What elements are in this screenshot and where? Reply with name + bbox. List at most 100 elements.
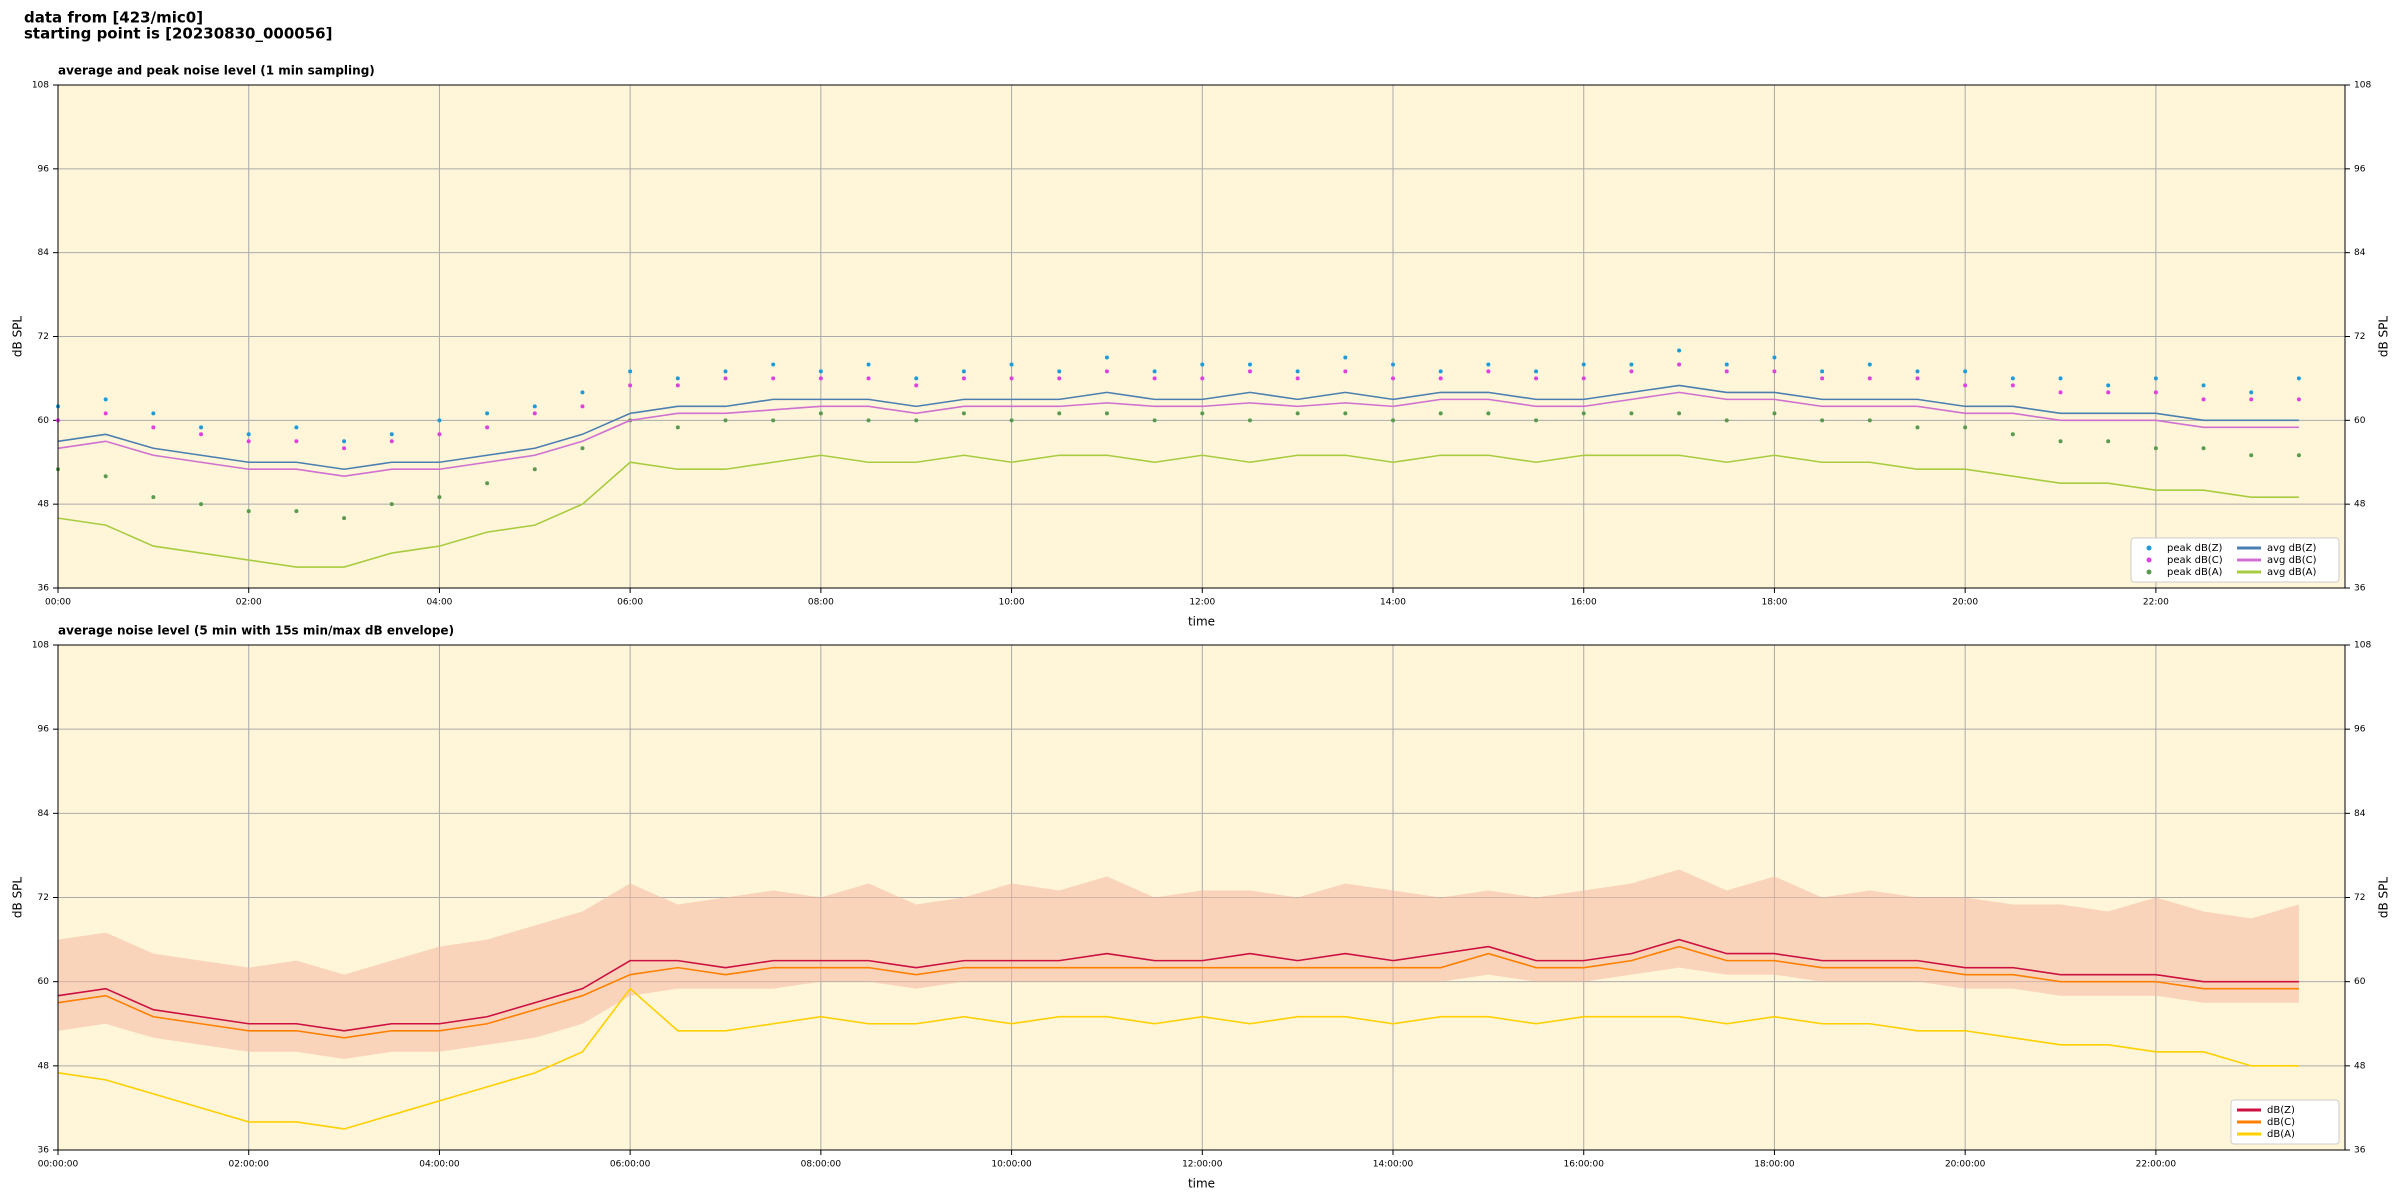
- peak-point: [2296, 453, 2301, 458]
- x-tick-label: 04:00: [426, 598, 452, 608]
- peak-point: [1104, 355, 1109, 360]
- y-axis-label: dB SPL: [11, 877, 25, 919]
- peak-point: [342, 439, 347, 444]
- peak-point: [246, 439, 251, 444]
- peak-point: [914, 418, 919, 423]
- peak-point: [2249, 397, 2254, 402]
- y-tick-label: 36: [2354, 584, 2366, 594]
- x-tick-label: 04:00:00: [419, 1160, 460, 1170]
- peak-point: [961, 369, 966, 374]
- peak-point: [1581, 376, 1586, 381]
- peak-point: [151, 425, 156, 430]
- peak-point: [103, 411, 108, 416]
- peak-point: [1391, 418, 1396, 423]
- peak-point: [1915, 425, 1920, 430]
- header-line: data from [423/mic0]: [24, 9, 203, 27]
- y-tick-label: 48: [2354, 1061, 2366, 1071]
- peak-point: [723, 369, 728, 374]
- legend-label: dB(A): [2267, 1129, 2295, 1140]
- peak-point: [485, 411, 490, 416]
- x-axis-label: time: [1188, 615, 1215, 629]
- chart-title: average noise level (5 min with 15s min/…: [58, 624, 454, 638]
- peak-point: [1486, 369, 1491, 374]
- peak-point: [866, 362, 871, 367]
- peak-point: [1200, 362, 1205, 367]
- series-line: [57, 391, 2299, 478]
- peak-point: [818, 411, 823, 416]
- series-line: [57, 945, 2299, 1039]
- peak-point: [580, 446, 585, 451]
- peak-point: [1772, 411, 1777, 416]
- legend-label: avg dB(C): [2267, 555, 2317, 566]
- peak-point: [580, 390, 585, 395]
- y-tick-label: 72: [38, 332, 49, 342]
- y-axis-label: dB SPL: [2377, 877, 2391, 919]
- peak-point: [914, 376, 919, 381]
- peak-point: [1772, 369, 1777, 374]
- legend-box: [2130, 537, 2340, 583]
- peak-point: [1772, 355, 1777, 360]
- y-tick-label: 60: [2354, 416, 2366, 426]
- y-tick-label: 48: [2354, 500, 2366, 510]
- x-tick-label: 20:00: [1952, 598, 1978, 608]
- peak-point: [771, 376, 776, 381]
- peak-point: [1247, 418, 1252, 423]
- peak-point: [2153, 390, 2158, 395]
- peak-point: [1104, 369, 1109, 374]
- x-tick-label: 20:00:00: [1945, 1160, 1986, 1170]
- plot-frame: [57, 84, 2346, 589]
- peak-point: [628, 369, 633, 374]
- x-tick-label: 06:00:00: [610, 1160, 651, 1170]
- y-tick-label: 108: [32, 641, 49, 651]
- y-tick-label: 96: [2354, 725, 2366, 735]
- series-line: [57, 987, 2299, 1130]
- peak-point: [1152, 418, 1157, 423]
- peak-point: [1009, 418, 1014, 423]
- peak-point: [2058, 390, 2063, 395]
- peak-point: [2058, 439, 2063, 444]
- peak-point: [2201, 383, 2206, 388]
- x-axis-label: time: [1188, 1177, 1215, 1191]
- peak-point: [532, 411, 537, 416]
- peak-point: [485, 425, 490, 430]
- peak-point: [1295, 411, 1300, 416]
- peak-point: [1677, 362, 1682, 367]
- peak-point: [1247, 362, 1252, 367]
- x-tick-label: 08:00: [808, 598, 834, 608]
- peak-point: [294, 509, 299, 514]
- x-tick-label: 22:00:00: [2136, 1160, 2177, 1170]
- peak-point: [2010, 376, 2015, 381]
- x-tick-label: 18:00: [1761, 598, 1787, 608]
- peak-point: [2106, 390, 2111, 395]
- y-tick-label: 36: [2354, 1146, 2366, 1156]
- peak-point: [818, 376, 823, 381]
- peak-point: [1057, 376, 1062, 381]
- peak-point: [675, 425, 680, 430]
- peak-point: [1629, 369, 1634, 374]
- peak-point: [1104, 411, 1109, 416]
- peak-point: [1915, 376, 1920, 381]
- y-tick-label: 72: [2354, 332, 2365, 342]
- peak-point: [103, 397, 108, 402]
- x-tick-label: 22:00: [2143, 598, 2169, 608]
- peak-point: [866, 376, 871, 381]
- peak-point: [389, 502, 394, 507]
- peak-point: [1057, 411, 1062, 416]
- peak-point: [1152, 369, 1157, 374]
- chart-title: average and peak noise level (1 min samp…: [58, 64, 375, 78]
- peak-point: [1343, 355, 1348, 360]
- y-tick-label: 84: [2354, 248, 2366, 258]
- peak-point: [914, 383, 919, 388]
- y-axis-label: dB SPL: [11, 316, 25, 358]
- peak-point: [2296, 397, 2301, 402]
- y-tick-label: 72: [2354, 893, 2365, 903]
- peak-point: [1295, 376, 1300, 381]
- peak-point: [485, 481, 490, 486]
- y-tick-label: 60: [38, 416, 50, 426]
- peak-point: [675, 383, 680, 388]
- y-tick-label: 72: [38, 893, 49, 903]
- peak-point: [1343, 411, 1348, 416]
- legend-label: peak dB(Z): [2167, 543, 2223, 554]
- series-line: [57, 454, 2299, 568]
- peak-point: [199, 502, 204, 507]
